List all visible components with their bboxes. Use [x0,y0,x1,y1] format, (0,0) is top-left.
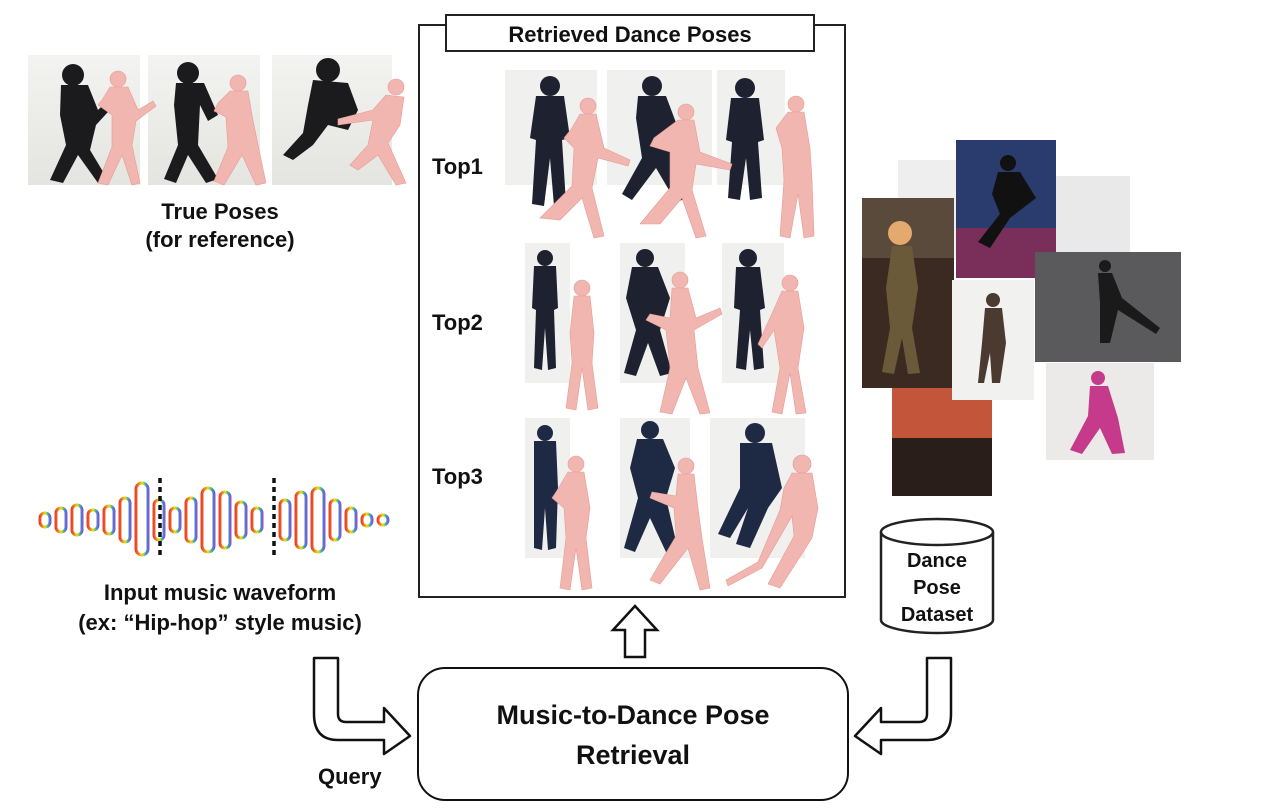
dataset-label-line3: Dataset [900,604,974,626]
retrieved-poses-grid [500,68,840,594]
rank-label-top2: Top2 [432,310,483,335]
query-arrow [310,656,415,756]
retrieval-box-line1: Music-to-Dance Pose [496,700,770,730]
waveform-icon [38,478,390,558]
true-poses-title: True Poses [161,199,279,224]
true-poses-images [28,55,413,190]
up-arrow [610,604,660,660]
retrieval-box-line2: Retrieval [575,740,691,770]
true-poses-subtitle: (for reference) [145,227,295,252]
waveform-caption-line1: Input music waveform [103,580,337,605]
dataset-cylinder [878,516,996,636]
rank-label-top3: Top3 [432,464,483,489]
dataset-label-line1: Dance [906,550,968,572]
dataset-image-collage [860,138,1185,500]
up-arrow-icon [610,604,660,659]
query-label: Query [318,764,382,789]
bent-arrow-right-icon [312,656,412,756]
retrieval-box-label: Music-to-Dance Pose Retrieval [417,695,849,775]
retrieved-poses-illustration [505,70,819,591]
dataset-label: Dance Pose Dataset [878,548,996,629]
music-waveform [36,478,396,558]
true-poses-illustration [28,55,407,186]
dataset-collage-illustration [862,140,1181,496]
rank-label-top1: Top1 [432,154,483,179]
waveform-caption: Input music waveform (ex: “Hip-hop” styl… [20,578,420,638]
bent-arrow-left-icon [853,656,953,756]
retrieved-poses-title: Retrieved Dance Poses [445,14,815,52]
waveform-caption-line2: (ex: “Hip-hop” style music) [78,610,362,635]
dataset-label-line2: Pose [913,577,961,599]
true-poses-caption: True Poses (for reference) [90,198,350,254]
retrieval-box [417,667,849,801]
dataset-arrow [850,656,955,756]
database-icon [879,517,995,635]
